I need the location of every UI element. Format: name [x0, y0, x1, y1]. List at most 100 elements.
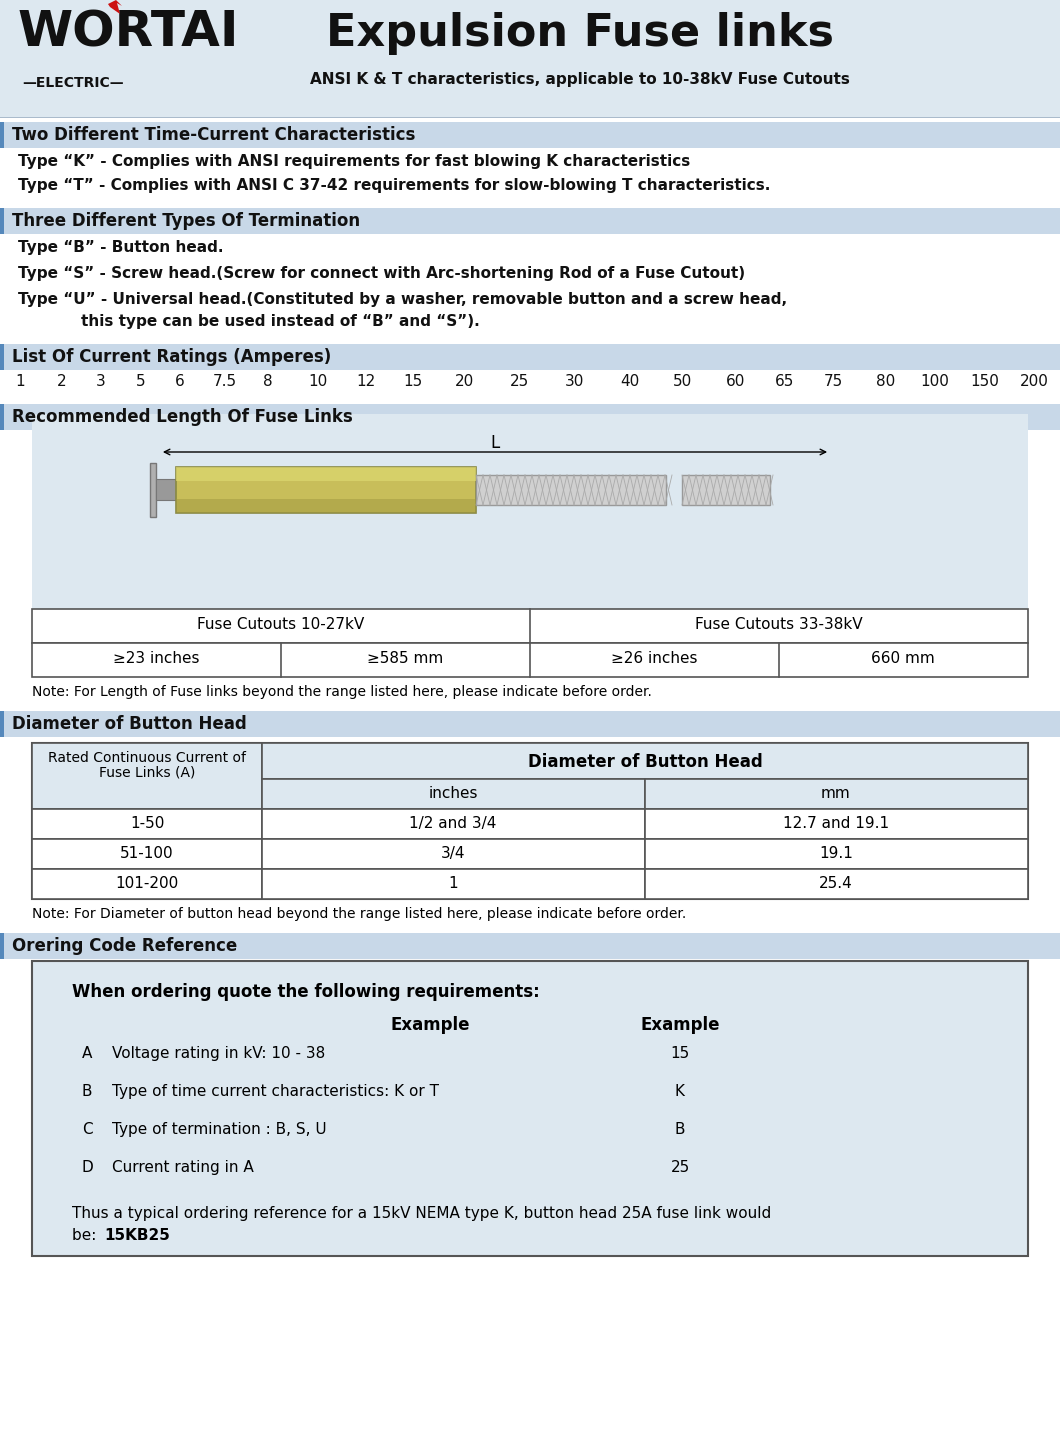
Bar [0, 405, 4, 431]
Text: Diameter of Button Head: Diameter of Button Head [528, 753, 762, 771]
Text: 25.4: 25.4 [819, 876, 853, 890]
Text: 660 mm: 660 mm [871, 651, 935, 666]
Text: Orering Code Reference: Orering Code Reference [12, 937, 237, 956]
Text: 12: 12 [356, 374, 375, 389]
Text: ≥26 inches: ≥26 inches [611, 651, 697, 666]
Text: —ELECTRIC—: —ELECTRIC— [22, 75, 124, 90]
Text: A: A [82, 1045, 92, 1061]
Text: Type of time current characteristics: K or T: Type of time current characteristics: K … [112, 1085, 439, 1099]
Text: L: L [491, 434, 499, 452]
Bar [32, 609, 1028, 642]
Text: Rated Continuous Current of: Rated Continuous Current of [48, 751, 246, 766]
Bar [176, 499, 476, 513]
Bar [644, 869, 1028, 899]
Text: this type can be used instead of “B” and “S”).: this type can be used instead of “B” and… [60, 315, 480, 329]
Polygon shape [108, 0, 122, 14]
Text: Fuse Links (A): Fuse Links (A) [99, 766, 195, 779]
Text: 101-200: 101-200 [116, 876, 179, 890]
Text: ≥23 inches: ≥23 inches [112, 651, 199, 666]
Text: 80: 80 [876, 374, 896, 389]
Bar [644, 779, 1028, 809]
Bar [0, 122, 1060, 148]
Bar [32, 869, 262, 899]
Bar [0, 0, 1060, 117]
Text: 1: 1 [15, 374, 24, 389]
Text: Example: Example [640, 1016, 720, 1034]
Bar [262, 809, 644, 840]
Bar [0, 122, 4, 148]
Text: 30: 30 [565, 374, 584, 389]
Bar [476, 476, 666, 505]
Text: Recommended Length Of Fuse Links: Recommended Length Of Fuse Links [12, 407, 353, 426]
Bar [32, 415, 1028, 609]
Bar [32, 961, 1028, 1256]
Text: be:: be: [72, 1228, 102, 1243]
Text: Type “B” - Button head.: Type “B” - Button head. [18, 241, 224, 255]
Text: mm: mm [822, 786, 851, 800]
Text: Voltage rating in kV: 10 - 38: Voltage rating in kV: 10 - 38 [112, 1045, 325, 1061]
Bar [682, 476, 770, 505]
Text: 19.1: 19.1 [819, 845, 853, 861]
Text: Fuse Cutouts 10-27kV: Fuse Cutouts 10-27kV [197, 618, 365, 632]
Bar [262, 840, 644, 869]
Text: 10: 10 [308, 374, 328, 389]
Text: Type “K” - Complies with ANSI requirements for fast blowing K characteristics: Type “K” - Complies with ANSI requiremen… [18, 154, 690, 170]
Bar [0, 710, 1060, 737]
Text: C: C [82, 1122, 92, 1137]
Text: Type “S” - Screw head.(Screw for connect with Arc-shortening Rod of a Fuse Cutou: Type “S” - Screw head.(Screw for connect… [18, 265, 745, 281]
Bar [32, 840, 262, 869]
Bar [0, 932, 4, 958]
Text: 1-50: 1-50 [129, 816, 164, 831]
Bar [176, 467, 476, 481]
Text: Type of termination : B, S, U: Type of termination : B, S, U [112, 1122, 326, 1137]
Text: 3/4: 3/4 [441, 845, 465, 861]
Text: 5: 5 [136, 374, 145, 389]
Text: 12.7 and 19.1: 12.7 and 19.1 [783, 816, 889, 831]
Text: 50: 50 [673, 374, 692, 389]
Text: List Of Current Ratings (Amperes): List Of Current Ratings (Amperes) [12, 348, 331, 365]
Bar [32, 742, 262, 809]
Text: ≥585 mm: ≥585 mm [367, 651, 443, 666]
Bar [32, 742, 1028, 899]
Text: Two Different Time-Current Characteristics: Two Different Time-Current Characteristi… [12, 126, 416, 144]
Text: 15: 15 [403, 374, 422, 389]
Bar [0, 932, 1060, 958]
Text: Note: For Diameter of button head beyond the range listed here, please indicate : Note: For Diameter of button head beyond… [32, 908, 686, 921]
Text: Example: Example [390, 1016, 470, 1034]
Text: Type “U” - Universal head.(Constituted by a washer, removable button and a screw: Type “U” - Universal head.(Constituted b… [18, 291, 788, 307]
Text: 40: 40 [620, 374, 639, 389]
Text: Fuse Cutouts 33-38kV: Fuse Cutouts 33-38kV [695, 618, 863, 632]
Text: 1: 1 [448, 876, 458, 890]
Bar [32, 642, 1028, 677]
Bar [262, 742, 1028, 779]
Text: 3: 3 [96, 374, 106, 389]
Bar [0, 344, 4, 370]
Text: inches: inches [428, 786, 478, 800]
Bar [0, 207, 4, 233]
Bar [0, 344, 1060, 370]
Text: Diameter of Button Head: Diameter of Button Head [12, 715, 247, 734]
Text: 15: 15 [670, 1045, 690, 1061]
Bar [176, 467, 476, 513]
Text: 25: 25 [670, 1160, 690, 1174]
Text: 200: 200 [1020, 374, 1049, 389]
Text: 1/2 and 3/4: 1/2 and 3/4 [409, 816, 497, 831]
Text: B: B [675, 1122, 685, 1137]
Text: Expulsion Fuse links: Expulsion Fuse links [326, 12, 834, 55]
Text: 2: 2 [57, 374, 67, 389]
Text: Three Different Types Of Termination: Three Different Types Of Termination [12, 212, 360, 231]
Text: D: D [82, 1160, 93, 1174]
Text: WORTAI: WORTAI [18, 9, 240, 57]
Text: 8: 8 [263, 374, 272, 389]
Bar [0, 405, 1060, 431]
Text: Type “T” - Complies with ANSI C 37-42 requirements for slow-blowing T characteri: Type “T” - Complies with ANSI C 37-42 re… [18, 178, 771, 193]
Text: K: K [675, 1085, 685, 1099]
Text: Current rating in A: Current rating in A [112, 1160, 253, 1174]
Text: 25: 25 [510, 374, 529, 389]
Text: 51-100: 51-100 [120, 845, 174, 861]
Bar [151, 463, 156, 518]
Bar [262, 779, 644, 809]
Bar [644, 809, 1028, 840]
Text: 7.5: 7.5 [213, 374, 237, 389]
Text: 15KB25: 15KB25 [104, 1228, 170, 1243]
